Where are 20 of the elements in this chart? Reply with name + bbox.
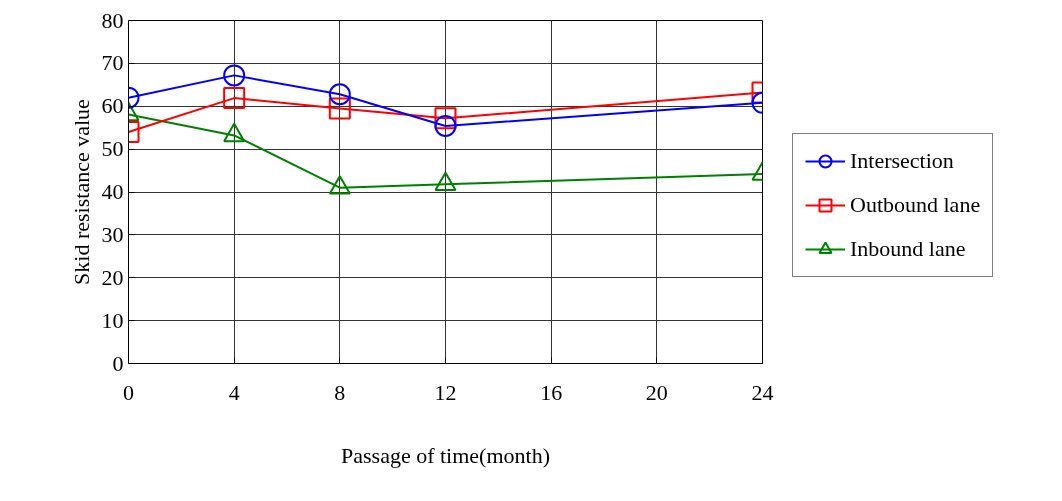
- x-tick-label: 16: [540, 379, 563, 405]
- x-tick-label: 20: [645, 379, 668, 405]
- legend-label: Outbound lane: [850, 192, 981, 218]
- y-tick-label: 20: [101, 264, 124, 290]
- x-axis-title: Passage of time(month): [341, 442, 550, 468]
- y-axis-title: Skid resistance value: [68, 99, 94, 285]
- legend-label: Intersection: [850, 148, 954, 174]
- x-tick-label: 4: [228, 379, 240, 405]
- legend-label: Inbound lane: [850, 236, 966, 262]
- y-tick-label: 70: [101, 50, 124, 76]
- x-tick-label: 8: [334, 379, 346, 405]
- y-tick-label: 60: [101, 93, 124, 119]
- y-tick-label: 10: [101, 307, 124, 333]
- y-tick-label: 50: [101, 136, 124, 162]
- x-tick-label: 12: [434, 379, 457, 405]
- y-tick-label: 80: [101, 7, 124, 33]
- x-tick-label: 24: [751, 379, 774, 405]
- y-tick-label: 30: [101, 221, 124, 247]
- y-tick-label: 0: [112, 350, 124, 376]
- y-tick-label: 40: [101, 179, 124, 204]
